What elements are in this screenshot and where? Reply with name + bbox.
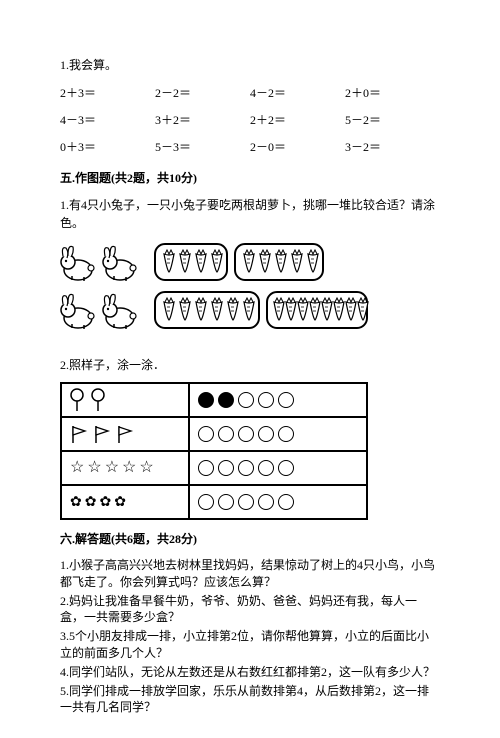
circle-filled-icon <box>218 392 234 408</box>
qa-item: 4.同学们站队，无论从左数还是从右数红红都排第2，这一队有多少人？ <box>60 664 440 681</box>
arith-cell: 3－2＝ <box>345 138 440 155</box>
table-row <box>61 383 367 417</box>
circle-empty-icon <box>238 460 254 476</box>
arith-cell: 2－2＝ <box>155 84 250 101</box>
q5-2-text: 2.照样子，涂一涂． <box>60 356 440 374</box>
figure-rabbits-carrots <box>60 240 440 344</box>
circle-empty-icon <box>258 494 274 510</box>
star-icon: ☆ <box>87 460 101 476</box>
arith-cell: 0＋3＝ <box>60 138 155 155</box>
problem-1-title: 1.我会算。 <box>60 56 440 74</box>
q5-1-text: 1.有4只小兔子，一只小兔子要吃两根胡萝卜，挑哪一堆比较合适？请涂色。 <box>60 196 440 232</box>
cell-circles <box>189 451 367 485</box>
shade-table: ☆ ☆ ☆ ☆ ☆ ✿ ✿ ✿ ✿ <box>60 382 368 520</box>
flower-icon: ✿ <box>99 496 111 510</box>
table-row <box>61 417 367 451</box>
table-row: ✿ ✿ ✿ ✿ <box>61 485 367 519</box>
flower-icon: ✿ <box>114 496 126 510</box>
cell-circles <box>189 383 367 417</box>
star-icon: ☆ <box>70 460 84 476</box>
arith-cell: 5－2＝ <box>345 111 440 128</box>
qa-item: 3.5个小朋友排成一排，小立排第2位，请你帮他算算，小立的后面比小立的前面多几个… <box>60 628 440 662</box>
circle-empty-icon <box>278 460 294 476</box>
cell-circles <box>189 485 367 519</box>
star-icon: ☆ <box>122 460 136 476</box>
cell-shapes <box>61 417 189 451</box>
qa-item: 2.妈妈让我准备早餐牛奶，爷爷、奶奶、爸爸、妈妈还有我，每人一盒，一共需要多少盒… <box>60 593 440 627</box>
qa-item: 1.小猴子高高兴兴地去树林里找妈妈，结果惊动了树上的4只小鸟，小鸟都飞走了。你会… <box>60 557 440 591</box>
section-5-title: 五.作图题(共2题，共10分) <box>60 169 440 186</box>
circle-empty-icon <box>258 460 274 476</box>
cell-shapes: ☆ ☆ ☆ ☆ ☆ <box>61 451 189 485</box>
arith-cell: 5－3＝ <box>155 138 250 155</box>
arith-cell: 2－0＝ <box>250 138 345 155</box>
circle-empty-icon <box>278 494 294 510</box>
arith-cell: 2＋0＝ <box>345 84 440 101</box>
circle-empty-icon <box>258 392 274 408</box>
circle-empty-icon <box>278 392 294 408</box>
flower-icon: ✿ <box>85 496 97 510</box>
circle-empty-icon <box>198 426 214 442</box>
arith-cell: 2＋3＝ <box>60 84 155 101</box>
circle-empty-icon <box>198 494 214 510</box>
circle-empty-icon <box>218 494 234 510</box>
arith-cell: 4－2＝ <box>250 84 345 101</box>
circle-empty-icon <box>218 460 234 476</box>
circle-empty-icon <box>198 460 214 476</box>
star-icon: ☆ <box>139 460 153 476</box>
cell-shapes <box>61 383 189 417</box>
flower-icon: ✿ <box>70 496 82 510</box>
cell-circles <box>189 417 367 451</box>
cell-shapes: ✿ ✿ ✿ ✿ <box>61 485 189 519</box>
arith-cell: 4－3＝ <box>60 111 155 128</box>
star-icon: ☆ <box>105 460 119 476</box>
section-6-title: 六.解答题(共6题，共28分) <box>60 530 440 547</box>
circle-empty-icon <box>238 392 254 408</box>
circle-empty-icon <box>258 426 274 442</box>
circle-empty-icon <box>278 426 294 442</box>
arithmetic-grid: 2＋3＝ 2－2＝ 4－2＝ 2＋0＝ 4－3＝ 3＋2＝ 2＋2＝ 5－2＝ … <box>60 84 440 155</box>
circle-filled-icon <box>198 392 214 408</box>
circle-empty-icon <box>238 494 254 510</box>
table-row: ☆ ☆ ☆ ☆ ☆ <box>61 451 367 485</box>
circle-empty-icon <box>218 426 234 442</box>
qa-item: 5.同学们排成一排放学回家，乐乐从前数排第4，从后数排第2，这一排一共有几名同学… <box>60 683 440 717</box>
circle-empty-icon <box>238 426 254 442</box>
arith-cell: 3＋2＝ <box>155 111 250 128</box>
qa-block: 1.小猴子高高兴兴地去树林里找妈妈，结果惊动了树上的4只小鸟，小鸟都飞走了。你会… <box>60 557 440 716</box>
arith-cell: 2＋2＝ <box>250 111 345 128</box>
